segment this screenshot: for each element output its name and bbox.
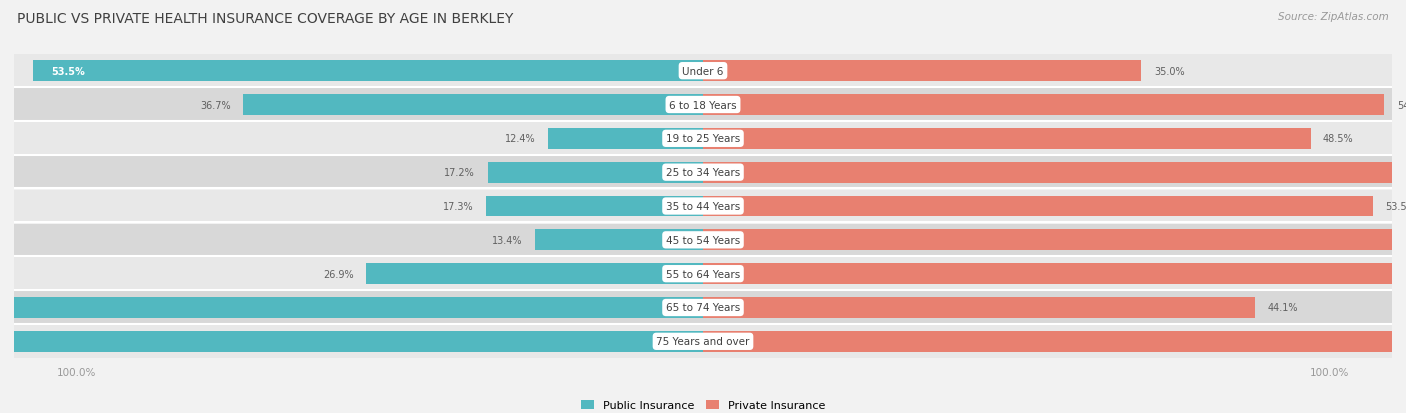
Text: 35 to 44 Years: 35 to 44 Years bbox=[666, 202, 740, 211]
Bar bbox=[0, 331, 703, 352]
Bar bbox=[14, 258, 1392, 290]
Bar bbox=[14, 123, 1392, 155]
Bar bbox=[703, 230, 1406, 251]
Text: 54.4%: 54.4% bbox=[1398, 100, 1406, 110]
Text: 25 to 34 Years: 25 to 34 Years bbox=[666, 168, 740, 178]
Bar bbox=[243, 95, 703, 116]
Text: 48.5%: 48.5% bbox=[1323, 134, 1354, 144]
Bar bbox=[703, 196, 1374, 217]
Text: 13.4%: 13.4% bbox=[492, 235, 523, 245]
Bar bbox=[14, 292, 1392, 324]
Bar bbox=[366, 263, 703, 285]
Bar bbox=[0, 297, 703, 318]
Text: 19 to 25 Years: 19 to 25 Years bbox=[666, 134, 740, 144]
Legend: Public Insurance, Private Insurance: Public Insurance, Private Insurance bbox=[576, 395, 830, 413]
Bar bbox=[32, 61, 703, 82]
Text: 17.2%: 17.2% bbox=[444, 168, 475, 178]
Text: PUBLIC VS PRIVATE HEALTH INSURANCE COVERAGE BY AGE IN BERKLEY: PUBLIC VS PRIVATE HEALTH INSURANCE COVER… bbox=[17, 12, 513, 26]
Bar bbox=[14, 89, 1392, 121]
Text: 53.5%: 53.5% bbox=[1386, 202, 1406, 211]
Text: 35.0%: 35.0% bbox=[1154, 66, 1185, 76]
Bar bbox=[488, 162, 703, 183]
Bar bbox=[548, 128, 703, 150]
Text: 6 to 18 Years: 6 to 18 Years bbox=[669, 100, 737, 110]
Text: 65 to 74 Years: 65 to 74 Years bbox=[666, 303, 740, 313]
Text: 75 Years and over: 75 Years and over bbox=[657, 337, 749, 347]
Bar bbox=[703, 162, 1406, 183]
Text: Source: ZipAtlas.com: Source: ZipAtlas.com bbox=[1278, 12, 1389, 22]
Bar bbox=[14, 224, 1392, 256]
Bar bbox=[703, 61, 1142, 82]
Text: Under 6: Under 6 bbox=[682, 66, 724, 76]
Text: 12.4%: 12.4% bbox=[505, 134, 536, 144]
Text: 36.7%: 36.7% bbox=[200, 100, 231, 110]
Bar bbox=[486, 196, 703, 217]
Text: 26.9%: 26.9% bbox=[323, 269, 353, 279]
Text: 44.1%: 44.1% bbox=[1268, 303, 1298, 313]
Bar bbox=[703, 331, 1406, 352]
Bar bbox=[14, 157, 1392, 189]
Bar bbox=[14, 190, 1392, 223]
Bar bbox=[536, 230, 703, 251]
Text: 45 to 54 Years: 45 to 54 Years bbox=[666, 235, 740, 245]
Bar bbox=[703, 297, 1256, 318]
Bar bbox=[703, 128, 1310, 150]
Bar bbox=[14, 325, 1392, 358]
Text: 53.5%: 53.5% bbox=[52, 66, 86, 76]
Bar bbox=[703, 95, 1385, 116]
Text: 17.3%: 17.3% bbox=[443, 202, 474, 211]
Bar bbox=[703, 263, 1406, 285]
Bar bbox=[14, 55, 1392, 88]
Text: 55 to 64 Years: 55 to 64 Years bbox=[666, 269, 740, 279]
